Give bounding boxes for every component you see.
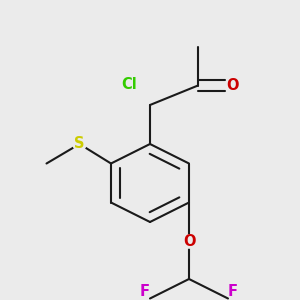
Text: O: O bbox=[226, 78, 239, 93]
Text: F: F bbox=[228, 284, 238, 298]
Text: F: F bbox=[140, 284, 150, 298]
Text: O: O bbox=[183, 234, 195, 249]
Text: Cl: Cl bbox=[121, 76, 136, 92]
Circle shape bbox=[182, 235, 196, 248]
Circle shape bbox=[73, 137, 86, 151]
Text: S: S bbox=[74, 136, 85, 152]
